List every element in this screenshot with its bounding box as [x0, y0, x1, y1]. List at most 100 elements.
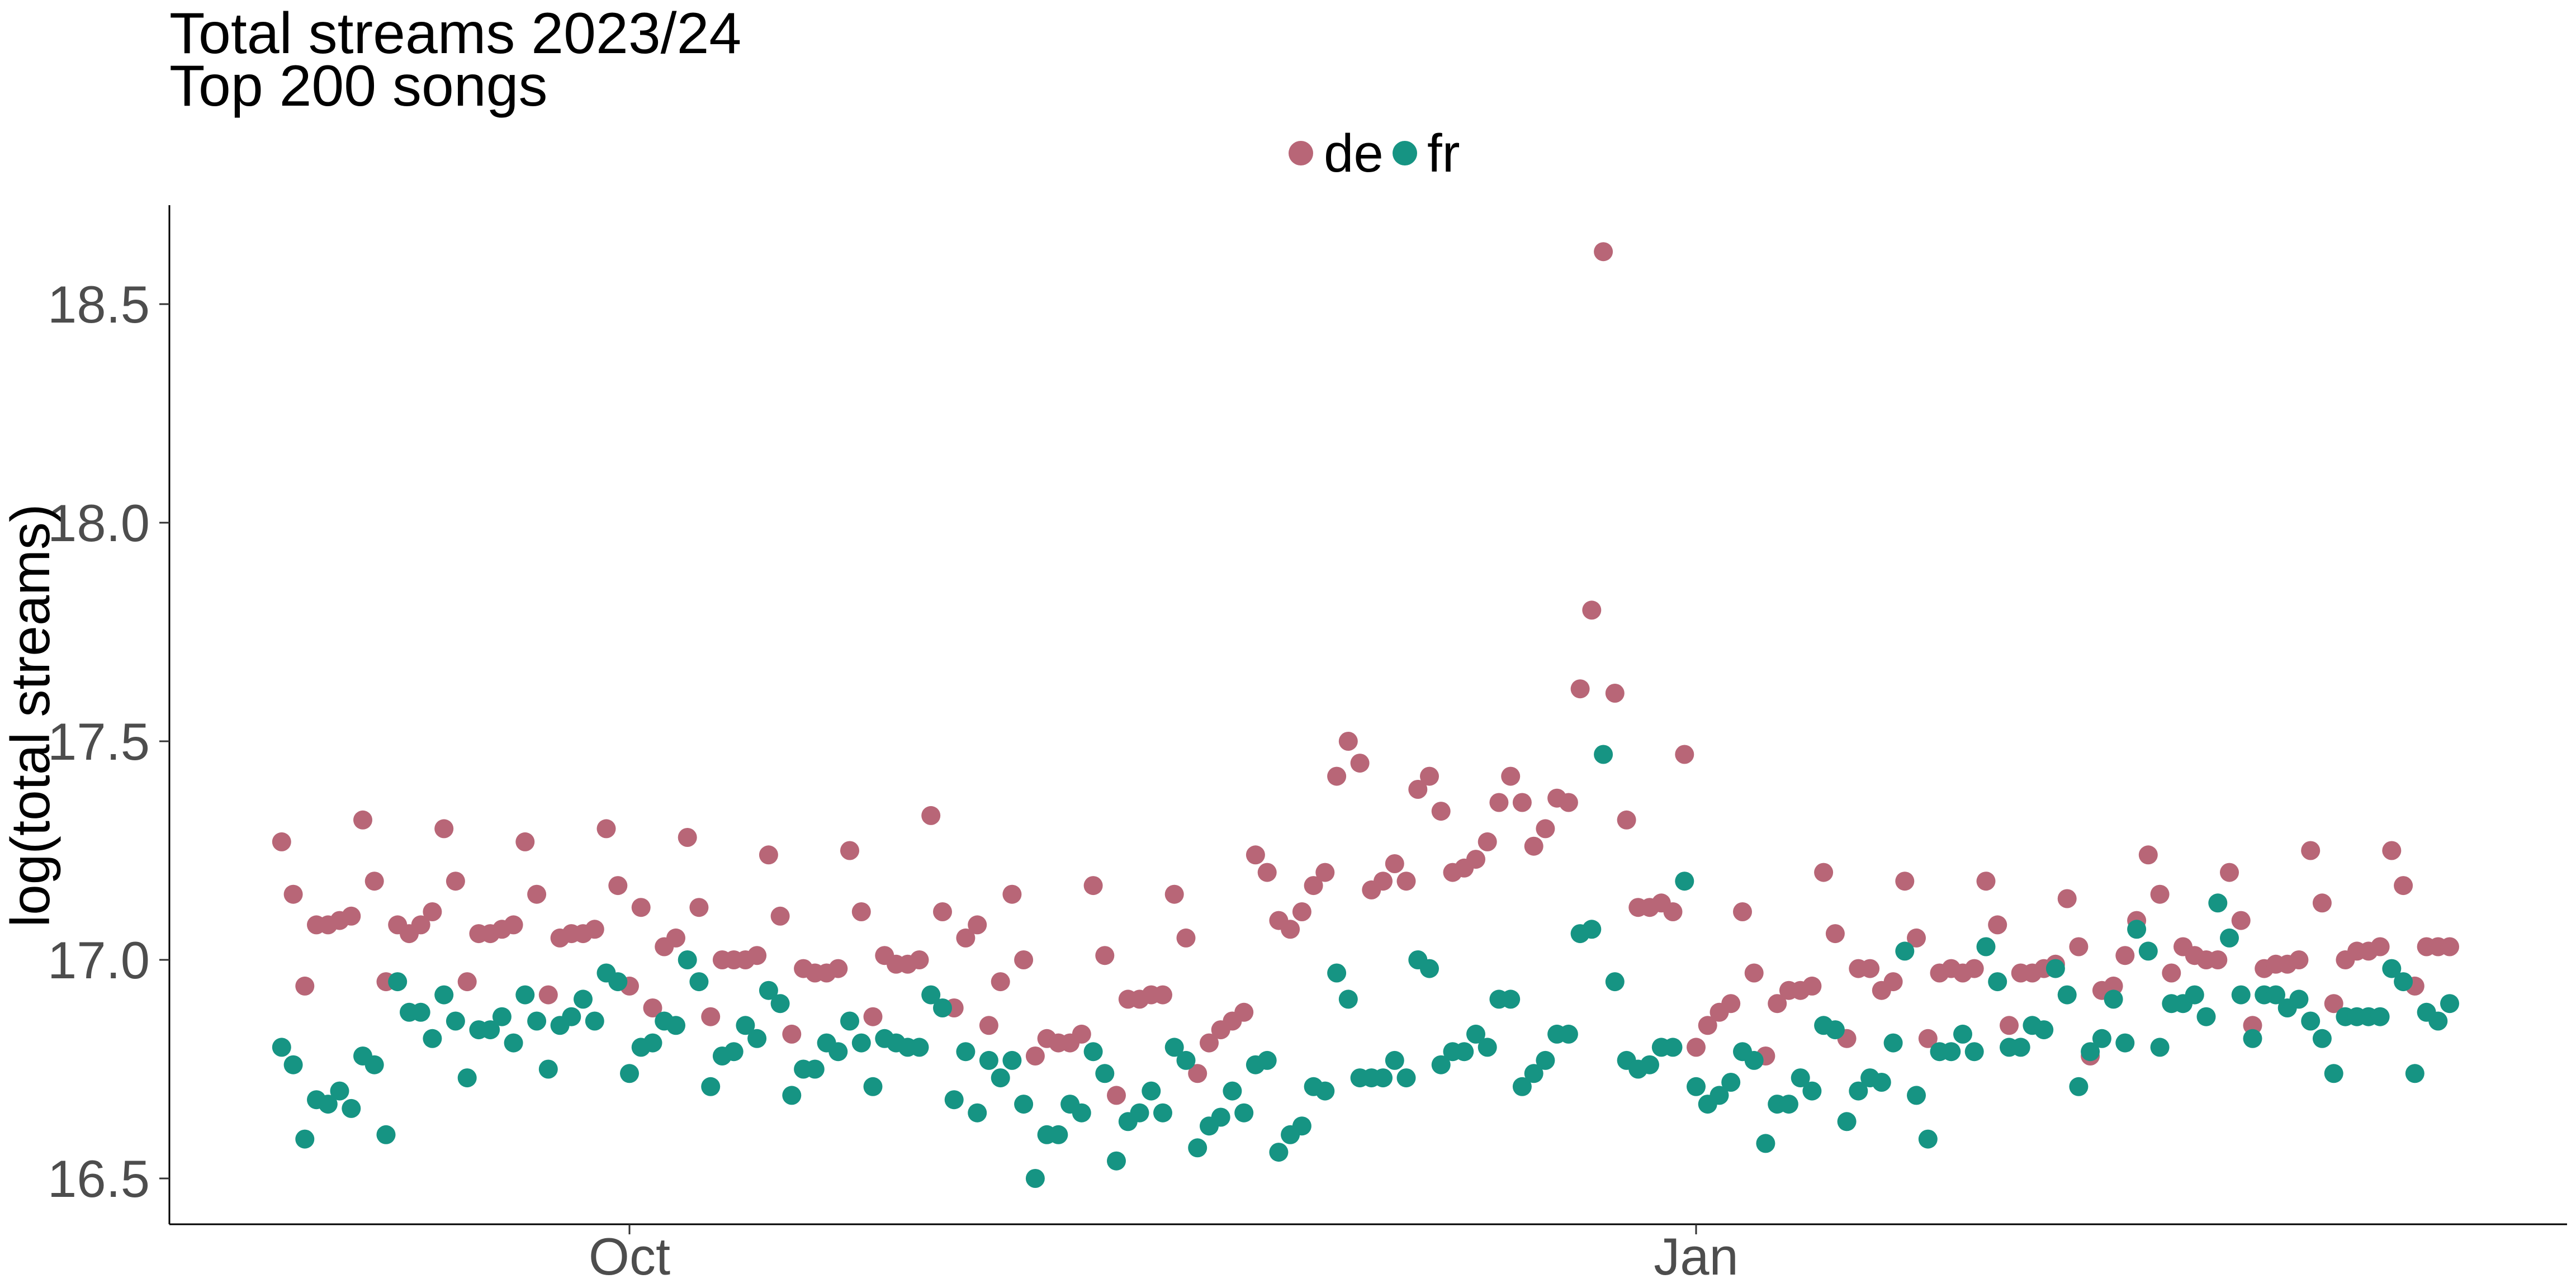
- point-fr: [2196, 1007, 2216, 1026]
- point-de: [1698, 1016, 1717, 1035]
- legend-marker-fr: [1393, 141, 1417, 165]
- point-de: [1234, 1002, 1254, 1022]
- point-fr: [991, 1068, 1010, 1088]
- point-fr: [2104, 989, 2123, 1009]
- point-fr: [1907, 1086, 1926, 1105]
- point-de: [968, 915, 987, 935]
- point-fr: [1327, 963, 1347, 983]
- point-fr: [2011, 1038, 2030, 1057]
- point-fr: [2405, 1064, 2425, 1083]
- point-de: [828, 959, 848, 978]
- point-de: [1072, 1024, 1091, 1044]
- point-fr: [1825, 1020, 1845, 1040]
- point-fr: [2127, 920, 2147, 939]
- point-fr: [1895, 941, 1915, 961]
- point-fr: [1420, 959, 1439, 978]
- point-fr: [1466, 1024, 1485, 1044]
- legend-marker-de: [1289, 141, 1313, 165]
- point-fr: [1756, 1134, 1775, 1153]
- point-fr: [1559, 1024, 1578, 1044]
- point-de: [515, 832, 535, 851]
- point-fr: [1002, 1050, 1022, 1070]
- point-fr: [1791, 1068, 1810, 1088]
- point-fr: [1501, 989, 1521, 1009]
- point-de: [1315, 863, 1335, 882]
- point-fr: [1234, 1103, 1254, 1123]
- point-de: [701, 1007, 721, 1026]
- point-de: [411, 915, 430, 935]
- point-de: [1246, 845, 1265, 865]
- point-de: [1014, 950, 1034, 969]
- point-fr: [747, 1029, 767, 1048]
- point-fr: [1478, 1038, 1497, 1057]
- point-fr: [1512, 1077, 1532, 1096]
- point-de: [353, 810, 372, 830]
- point-fr: [678, 950, 697, 969]
- point-fr: [2138, 941, 2158, 961]
- point-fr: [1083, 1042, 1103, 1062]
- point-fr: [643, 1033, 662, 1053]
- point-de: [1814, 863, 1834, 882]
- point-de: [1988, 915, 2007, 935]
- point-de: [538, 985, 558, 1005]
- point-de: [1605, 684, 1625, 703]
- point-de: [1768, 994, 1787, 1014]
- point-fr: [1594, 745, 1613, 764]
- point-fr: [318, 1095, 338, 1114]
- point-de: [759, 845, 778, 865]
- legend-label-de: de: [1324, 124, 1384, 183]
- legend: de fr: [1289, 124, 1460, 183]
- point-fr: [1049, 1125, 1068, 1144]
- point-de: [1292, 902, 1311, 921]
- point-de: [2057, 889, 2077, 908]
- point-fr: [1269, 1143, 1289, 1162]
- point-fr: [2034, 1020, 2054, 1040]
- point-fr: [1153, 1103, 1172, 1123]
- point-de: [863, 1007, 883, 1026]
- point-de: [1512, 793, 1532, 812]
- point-fr: [492, 1007, 512, 1026]
- point-fr: [1142, 1081, 1161, 1101]
- point-fr: [944, 1090, 964, 1110]
- point-de: [910, 950, 929, 969]
- point-de: [1327, 766, 1347, 786]
- point-de: [272, 832, 291, 851]
- point-fr: [968, 1103, 987, 1123]
- point-fr: [759, 981, 778, 1000]
- point-fr: [2045, 959, 2065, 978]
- point-de: [1594, 242, 1613, 262]
- point-fr: [283, 1055, 303, 1074]
- point-fr: [2382, 959, 2402, 978]
- point-fr: [1872, 1073, 1891, 1092]
- point-fr: [921, 985, 941, 1005]
- point-de: [2324, 994, 2343, 1014]
- point-fr: [481, 1020, 500, 1040]
- point-fr: [1257, 1050, 1277, 1070]
- point-fr: [701, 1077, 721, 1096]
- point-de: [1825, 924, 1845, 944]
- point-de: [1570, 679, 1590, 699]
- point-fr: [1107, 1151, 1126, 1171]
- point-fr: [457, 1068, 477, 1088]
- point-fr: [1431, 1055, 1451, 1074]
- point-de: [457, 972, 477, 992]
- point-de: [770, 906, 790, 926]
- point-de: [527, 884, 547, 904]
- point-de: [666, 928, 685, 948]
- point-de: [1964, 959, 1984, 978]
- point-de: [2243, 1016, 2262, 1035]
- point-de: [1559, 793, 1578, 812]
- point-de: [342, 906, 361, 926]
- point-de: [585, 920, 604, 939]
- point-fr: [1605, 972, 1625, 992]
- point-de: [2301, 841, 2321, 860]
- point-fr: [2266, 985, 2285, 1005]
- point-fr: [1675, 872, 1694, 891]
- point-de: [1153, 985, 1172, 1005]
- point-de: [2289, 950, 2309, 969]
- point-fr: [736, 1016, 755, 1035]
- point-de: [1304, 876, 1323, 896]
- point-fr: [1640, 1055, 1659, 1074]
- point-de: [2370, 937, 2390, 956]
- point-fr: [2324, 1064, 2343, 1083]
